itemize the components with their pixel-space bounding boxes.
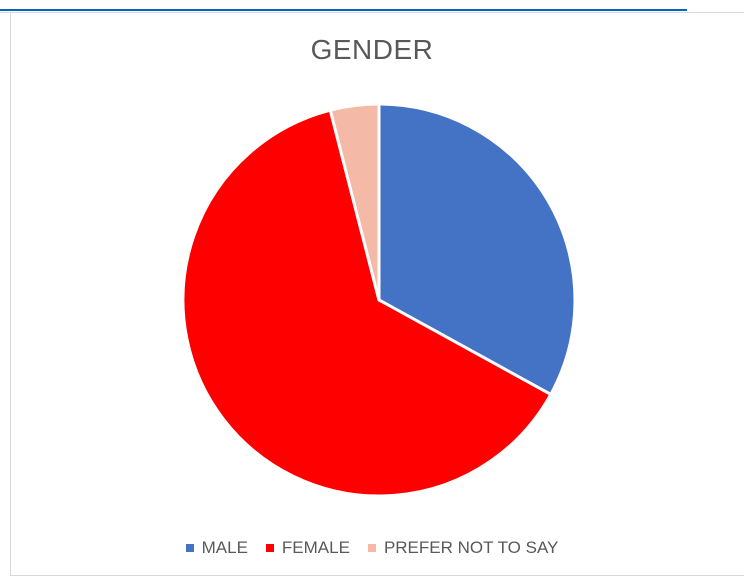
legend-swatch-female (265, 544, 274, 552)
pie-slices (181, 102, 577, 498)
hyperlink-underline[interactable] (0, 9, 687, 11)
legend-label-prefer-not-to-say: PREFER NOT TO SAY (383, 538, 559, 557)
legend-item-prefer-not-to-say: PREFER NOT TO SAY (367, 538, 559, 558)
pie-slice-female (181, 108, 553, 498)
top-strip (0, 0, 744, 14)
chart-title: GENDER (310, 34, 434, 65)
legend-item-male: MALE (185, 538, 248, 558)
legend-label-male: MALE (201, 538, 248, 557)
legend-swatch-male (185, 544, 194, 552)
legend-swatch-prefer-not-to-say (367, 544, 376, 552)
legend: MALE FEMALE PREFER NOT TO SAY (0, 538, 744, 558)
pie-slice-prefer-not-to-say (328, 102, 381, 302)
legend-label-female: FEMALE (281, 538, 350, 557)
pie-slice-male (377, 102, 577, 396)
legend-item-female: FEMALE (265, 538, 350, 558)
